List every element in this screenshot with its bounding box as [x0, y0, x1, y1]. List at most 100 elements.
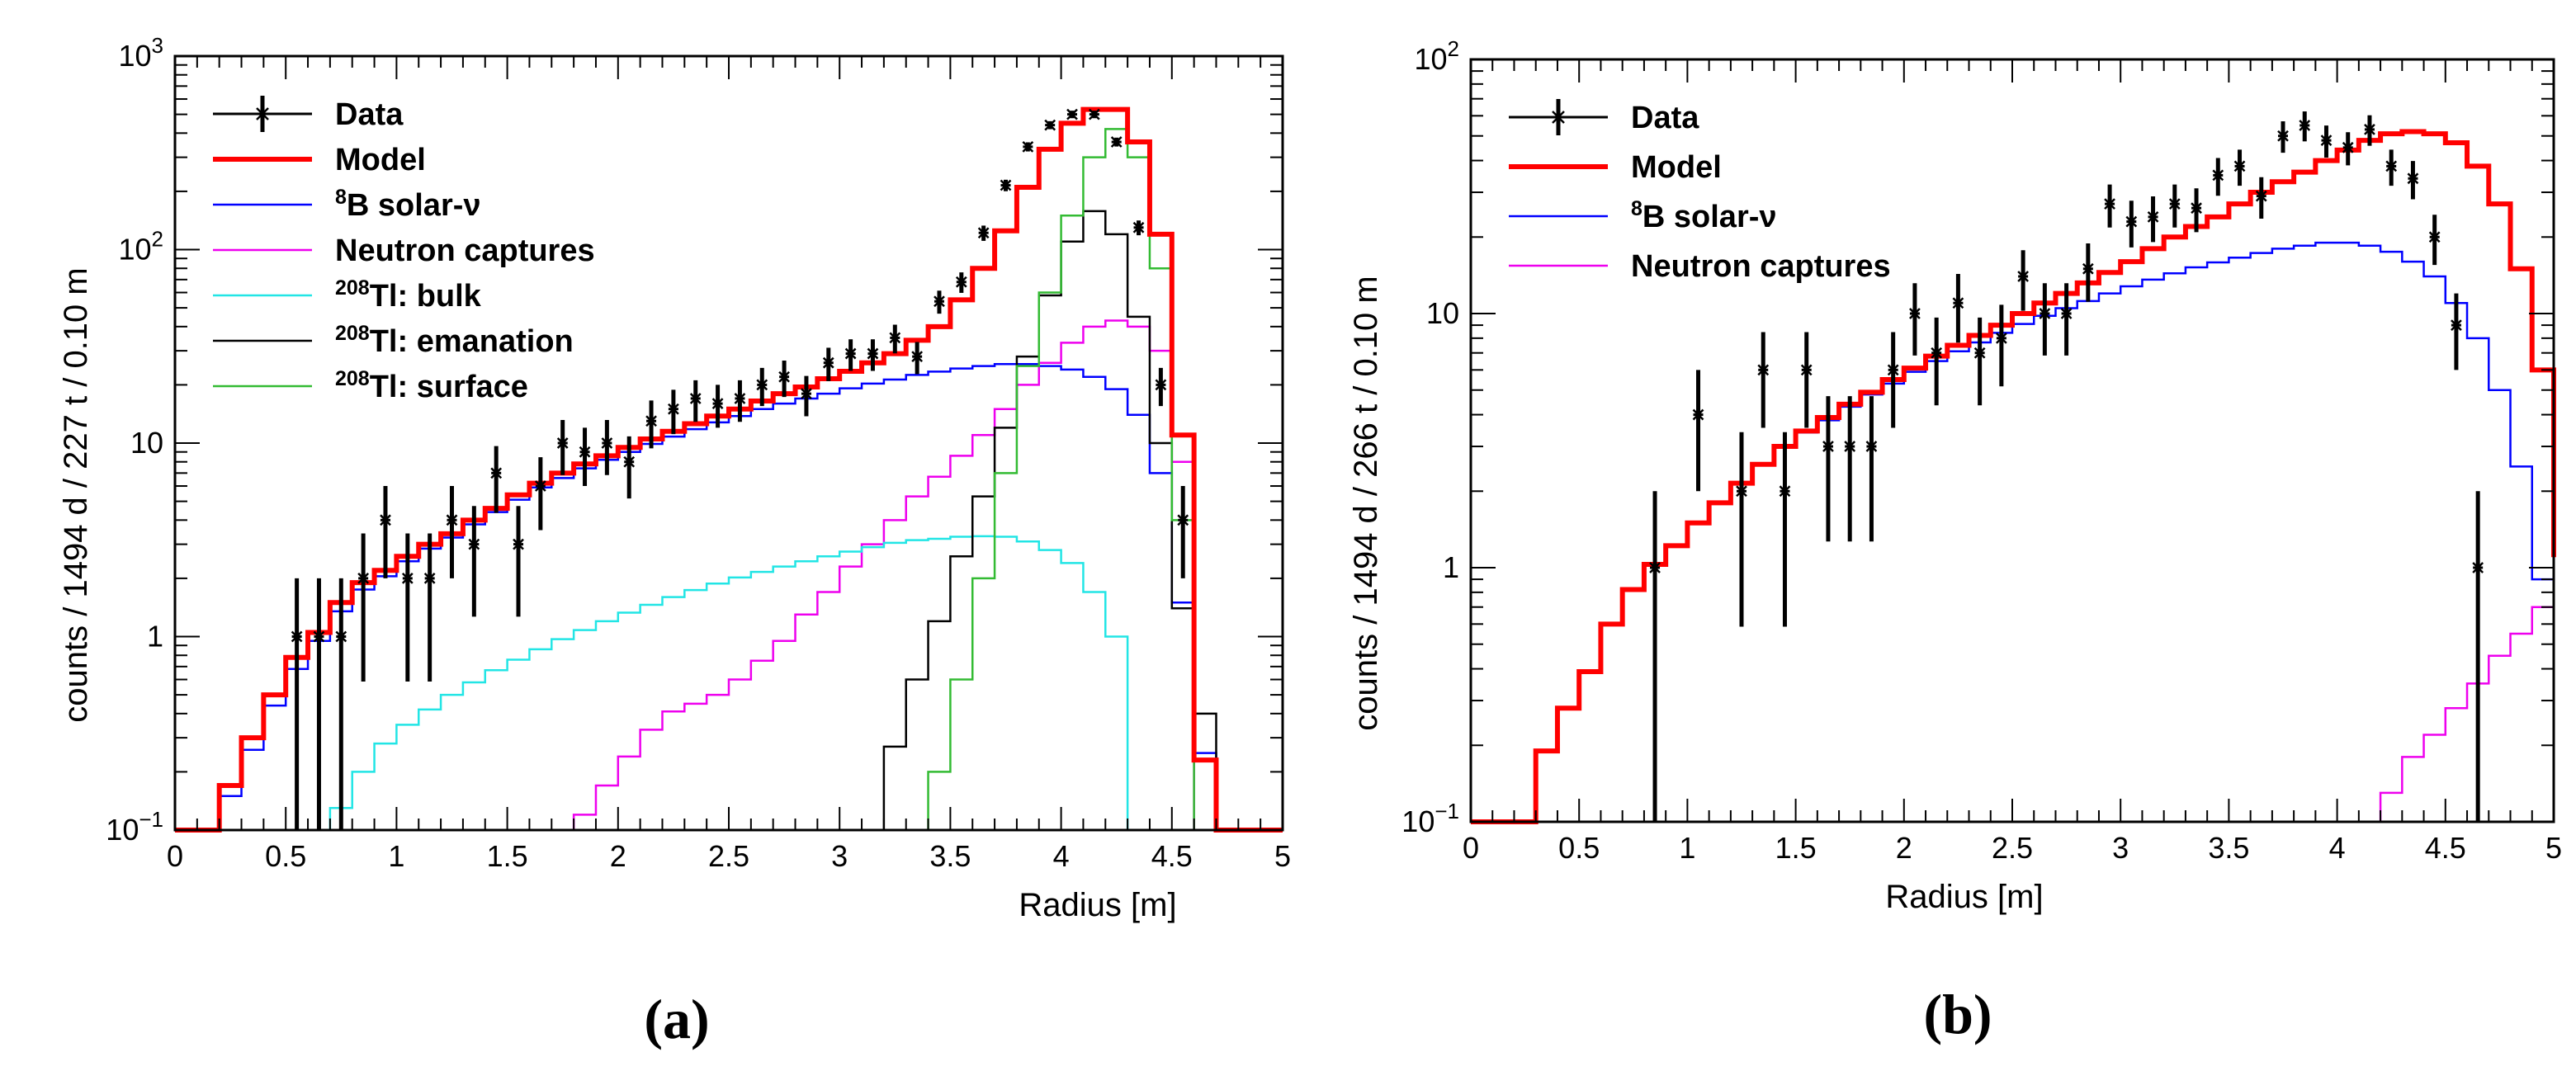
panel-a-data-marker-d2 [468, 538, 480, 550]
panel-b-data-point [2039, 283, 2051, 356]
panel-a-y-tick-label: 102 [118, 227, 163, 267]
panel-a-legend-label-sup: 208 [335, 322, 370, 345]
panel-a-y-tick-exp: −1 [139, 807, 163, 832]
panel-a-data-point [1066, 108, 1078, 120]
panel-a-data-marker-d2 [711, 398, 724, 410]
panel-b-data-marker-d2 [1757, 364, 1770, 376]
panel-b-data-marker-d2 [1800, 364, 1813, 376]
panel-b-x-axis-title: Radius [m] [1885, 879, 2043, 915]
panel-a-legend-tl208-emanation: 208Tl: emanation [213, 322, 574, 359]
panel-a-data-point [955, 272, 967, 293]
panel-a-data-marker-d2 [1110, 136, 1123, 148]
panel-a-data-point [1132, 220, 1145, 236]
panel-a-y-tick-label: 10−1 [106, 807, 163, 847]
panel-b-data-point [2255, 177, 2267, 219]
panel-b-data-point [1995, 304, 2007, 387]
panel-b-data-point [2299, 111, 2311, 142]
panel-a-x-tick-label: 2.5 [708, 839, 749, 873]
panel-a-data-marker-d2 [977, 227, 990, 239]
panel-a-data-point [490, 446, 503, 513]
panel-b-data-marker-d2 [2168, 198, 2181, 210]
panel-a-data-point [534, 457, 546, 531]
panel-b-x-tick-label: 3 [2112, 831, 2129, 865]
panel-a-data-marker-d2 [756, 379, 768, 391]
panel-b-data-point [1865, 396, 1878, 542]
panel-b-legend-label-sup: 8 [1631, 197, 1642, 220]
panel-a-legend-label-rest: Tl: bulk [370, 279, 482, 314]
panel-b-legend-data-marker-d2 [1552, 111, 1565, 124]
panel-a-data-marker-d2 [490, 467, 503, 479]
panel-a-data-point [446, 486, 458, 578]
panel-b-series-neutron-captures [1471, 582, 2555, 823]
panel-a-legend-label-sup: 8 [335, 186, 347, 209]
panel-a-data-marker-d2 [867, 347, 879, 360]
panel-b-data-marker-d2 [2233, 160, 2246, 172]
panel-b-legend-model: Model [1509, 150, 1722, 185]
panel-a-data-marker-d2 [623, 455, 636, 468]
panel-a-caption: (a) [644, 988, 709, 1050]
panel-a-legend-b8-solar-nu: 8B solar-ν [213, 186, 481, 223]
panel-b-x-tick-label: 1.5 [1775, 831, 1817, 865]
panel-b-data-marker-d2 [1887, 364, 1899, 376]
panel-b-data-point [1973, 317, 1986, 406]
panel-a-y-tick-base: 1 [147, 620, 163, 653]
panel-b-y-tick-label: 102 [1414, 36, 1459, 76]
panel-a-data-marker-d2 [668, 403, 679, 415]
panel-b-y-tick-label: 1 [1443, 550, 1459, 584]
panel-a-x-tick-label: 0.5 [265, 839, 306, 873]
panel-a-legend-tl208-surface: 208Tl: surface [213, 367, 528, 404]
panel-b-data-point [1736, 432, 1747, 627]
panel-a-data-marker-d2 [645, 415, 657, 427]
panel-b-x-tick-label: 4.5 [2425, 831, 2466, 865]
panel-a-data-marker-d2 [734, 393, 746, 404]
panel-a-data-marker-d2 [844, 347, 857, 360]
panel-a-series-tl208-bulk [175, 535, 1283, 832]
panel-a-data-marker-d2 [313, 630, 325, 643]
panel-b-y-tick-label: 10−1 [1401, 799, 1459, 838]
panel-a-legend-label-sup: 208 [335, 367, 370, 390]
panel-a-y-tick-exp: 3 [152, 33, 163, 58]
panel-a-x-tick-label: 1 [388, 839, 404, 873]
panel-a-data-point [844, 339, 857, 371]
panel-a-legend-label-rest: B solar-ν [347, 188, 481, 223]
panel-a-legend-label: 208Tl: surface [335, 367, 528, 404]
panel-a-y-tick-base: 10 [130, 426, 163, 460]
panel-a-y-tick-label: 1 [147, 620, 163, 653]
panel-a-data-marker-d2 [1044, 119, 1056, 131]
panel-a-data-marker-d2 [291, 630, 303, 643]
panel-b-data-marker-d2 [2299, 120, 2311, 131]
panel-b-x-tick-label: 4 [2329, 831, 2346, 865]
panel-b-data-point [1757, 332, 1770, 428]
panel-b-caption: (b) [1923, 983, 1992, 1045]
panel-b-series-model [1471, 129, 2556, 824]
panel-b-x-tick-labels: 0 0.5 1 1.5 2 2.5 3 3.5 4 4.5 5 [1463, 831, 2562, 865]
panel-a-data-marker-d2 [889, 332, 901, 344]
panel-b-data-marker-d2 [1736, 485, 1747, 498]
panel-a-data-marker-d2 [934, 295, 945, 308]
panel-a-data-point [934, 290, 945, 314]
panel-a-data-point [601, 420, 613, 475]
panel-a-y-tick-exp: 2 [152, 227, 163, 252]
panel-b-data-marker-d2 [2147, 211, 2159, 223]
panel-b-data-marker-d2 [1931, 347, 1943, 359]
panel-a-y-tick-base: 10 [106, 813, 139, 847]
panel-b-series-layer [1471, 129, 2556, 824]
panel-a-x-tick-label: 1.5 [487, 839, 528, 873]
panel-b-data-point [1952, 274, 1964, 343]
panel-b-data-marker-d2 [2364, 124, 2375, 135]
panel-a-legend-label: 208Tl: bulk [335, 276, 482, 314]
panel-b-y-tick-label: 10 [1426, 296, 1459, 330]
panel-a-data-point [645, 400, 657, 449]
panel-b-data-point [2472, 491, 2484, 822]
panel-a-legend-label: 8B solar-ν [335, 186, 481, 223]
panel-b-data-point [1800, 332, 1813, 428]
panel-a-legend-model: Model [213, 143, 426, 177]
panel-a-legend-data-marker-d2 [256, 107, 269, 120]
panel-a-legend-label-rest: Tl: surface [370, 370, 528, 404]
panel-a-legend-label: Data [335, 97, 404, 132]
panel-b-data-marker-d2 [2039, 308, 2051, 319]
panel-a-data-marker-d2 [1000, 179, 1012, 191]
panel-b-data-marker-d2 [1865, 441, 1878, 452]
panel-b-data-point [2104, 184, 2115, 228]
